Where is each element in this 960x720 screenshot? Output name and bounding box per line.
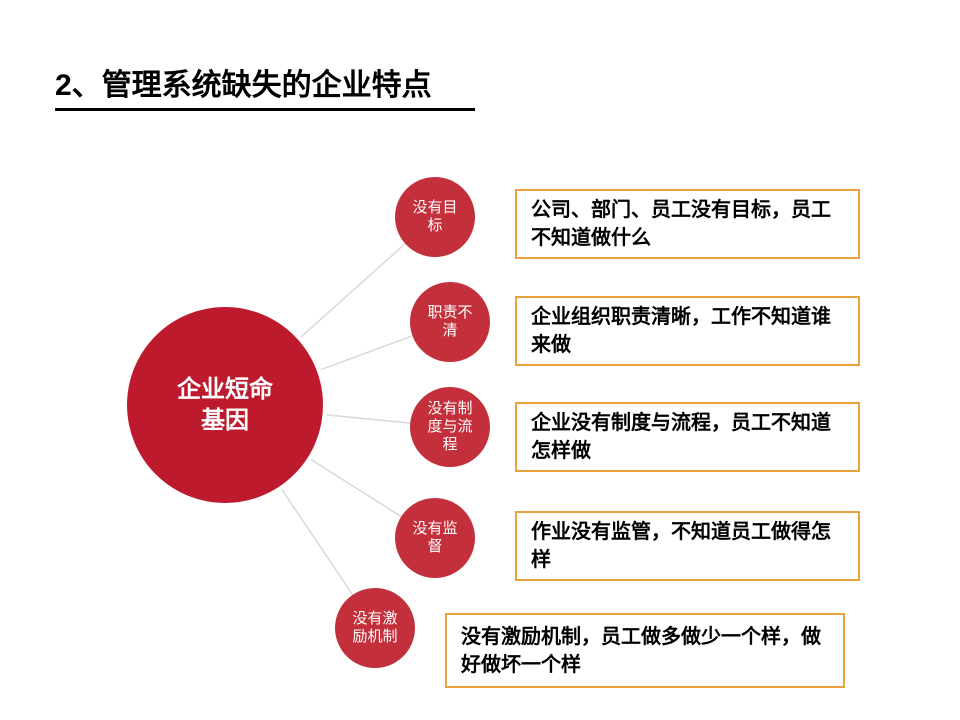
branch-node-1: 职责不清	[410, 282, 490, 362]
desc-box-0: 公司、部门、员工没有目标，员工不知道做什么	[515, 189, 860, 259]
branch-node-3: 没有监督	[395, 498, 475, 578]
branch-node-2: 没有制度与流程	[410, 387, 490, 467]
slide: 2、管理系统缺失的企业特点 企业短命基因 没有目标职责不清没有制度与流程没有监督…	[0, 0, 960, 720]
desc-box-1: 企业组织职责清晰，工作不知道谁来做	[515, 296, 860, 366]
branch-node-4: 没有激励机制	[335, 588, 415, 668]
title-underline	[55, 108, 475, 111]
center-node: 企业短命基因	[123, 303, 327, 507]
desc-box-3: 作业没有监管，不知道员工做得怎样	[515, 511, 860, 581]
desc-box-4: 没有激励机制，员工做多做少一个样，做好做坏一个样	[445, 613, 845, 688]
slide-title: 2、管理系统缺失的企业特点	[55, 60, 432, 104]
branch-node-0: 没有目标	[395, 177, 475, 257]
desc-box-2: 企业没有制度与流程，员工不知道怎样做	[515, 402, 860, 472]
